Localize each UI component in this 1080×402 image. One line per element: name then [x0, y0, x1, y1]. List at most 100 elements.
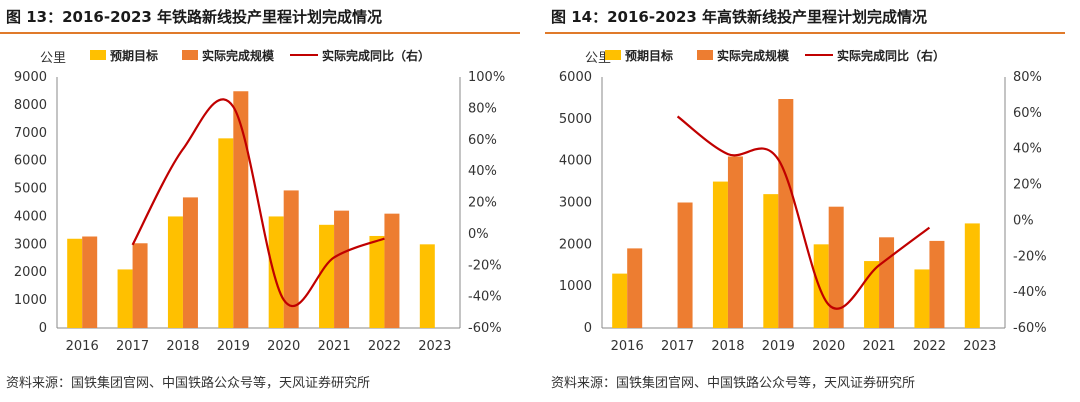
y2-tick-label: -40%	[1013, 285, 1047, 300]
x-tick-label: 2021	[318, 339, 351, 354]
y-tick-label: 4000	[559, 154, 592, 169]
bar-target	[218, 138, 234, 328]
x-tick-label: 2016	[611, 339, 644, 354]
bar-actual	[828, 206, 844, 328]
x-tick-label: 2023	[418, 339, 451, 354]
y-tick-label: 3000	[559, 196, 592, 211]
bar-target	[268, 216, 284, 328]
y2-tick-label: 100%	[468, 70, 505, 85]
bar-target	[763, 194, 779, 328]
bar-target	[369, 235, 385, 328]
y2-tick-label: 0%	[1013, 213, 1034, 228]
legend-label-actual: 实际完成规模	[717, 48, 790, 63]
bar-actual	[334, 210, 350, 328]
bar-actual	[727, 156, 743, 328]
y2-tick-label: -20%	[468, 258, 502, 273]
legend-label-ratio: 实际完成同比（右）	[837, 48, 945, 63]
y-tick-label: 2000	[14, 265, 47, 280]
y-tick-label: 0	[39, 321, 47, 336]
y-tick-label: 2000	[559, 237, 592, 252]
x-tick-label: 2019	[762, 339, 795, 354]
x-tick-label: 2017	[661, 339, 694, 354]
y-tick-label: 6000	[559, 70, 592, 85]
bar-actual	[384, 213, 400, 328]
bar-actual	[627, 248, 643, 328]
bar-target	[67, 238, 83, 328]
source-note: 资料来源：国铁集团官网、中国铁路公众号等，天风证券研究所	[6, 376, 371, 391]
y2-tick-label: 0%	[468, 227, 489, 242]
y2-tick-label: 40%	[468, 164, 497, 179]
bar-target	[864, 261, 880, 328]
high-speed-rail-chart: 公里 预期目标 实际完成规模 实际完成同比（右） 0 1000 2000 3000 4000 50…	[559, 48, 1047, 354]
y2-tick-label: -60%	[468, 321, 502, 336]
x-tick-label: 2022	[368, 339, 401, 354]
y2-tick-label: 20%	[1013, 178, 1042, 193]
y-tick-label: 5000	[14, 182, 47, 197]
bar-actual	[182, 197, 198, 328]
y2-tick-label: 80%	[468, 101, 497, 116]
x-tick-label: 2020	[812, 339, 845, 354]
y2-tick-label: -40%	[468, 290, 502, 305]
bar-actual	[82, 236, 98, 328]
chart-panel-high-speed-rail: 图 14：2016-2023 年高铁新线投产里程计划完成情况 公里 预期目标 实际完…	[545, 0, 1075, 402]
title-rule	[545, 32, 1065, 34]
bar-target	[964, 223, 980, 328]
bar-actual	[677, 202, 693, 328]
bar-actual	[283, 190, 299, 328]
figure-title: 图 13：2016-2023 年铁路新线投产里程计划完成情况	[6, 8, 383, 26]
y-tick-label: 0	[584, 321, 592, 336]
y2-tick-label: 60%	[468, 133, 497, 148]
bar-target	[419, 244, 435, 328]
figure-title: 图 14：2016-2023 年高铁新线投产里程计划完成情况	[551, 8, 928, 26]
y2-tick-label: -20%	[1013, 249, 1047, 264]
source-note: 资料来源：国铁集团官网、中国铁路公众号等，天风证券研究所	[551, 376, 916, 391]
legend-label-target: 预期目标	[625, 48, 673, 63]
x-tick-label: 2018	[711, 339, 744, 354]
bar-actual	[879, 237, 895, 328]
legend-label-target: 预期目标	[110, 48, 158, 63]
x-tick-label: 2017	[116, 339, 149, 354]
y-tick-label: 1000	[559, 279, 592, 294]
x-tick-label: 2021	[863, 339, 896, 354]
x-tick-label: 2019	[217, 339, 250, 354]
bar-target	[712, 181, 728, 328]
chart-panel-railway: 图 13：2016-2023 年铁路新线投产里程计划完成情况 公里 预期目标 实际完…	[0, 0, 530, 402]
y-tick-label: 1000	[14, 293, 47, 308]
bar-actual	[132, 243, 148, 328]
legend-label-actual: 实际完成规模	[202, 48, 275, 63]
legend-swatch-actual	[182, 50, 198, 60]
legend-swatch-target	[605, 50, 621, 60]
legend-swatch-target	[90, 50, 106, 60]
y-axis-unit: 公里	[40, 51, 66, 66]
x-tick-label: 2018	[166, 339, 199, 354]
ratio-line	[131, 98, 385, 308]
y2-tick-label: -60%	[1013, 321, 1047, 336]
bar-target	[914, 269, 930, 328]
y-tick-label: 9000	[14, 70, 47, 85]
legend-swatch-actual	[697, 50, 713, 60]
y-tick-label: 3000	[14, 237, 47, 252]
y-tick-label: 7000	[14, 126, 47, 141]
y-tick-label: 8000	[14, 98, 47, 113]
bar-target	[813, 244, 829, 328]
bar-actual	[233, 91, 249, 328]
y2-tick-label: 60%	[1013, 106, 1042, 121]
y-tick-label: 5000	[559, 112, 592, 127]
y2-tick-label: 80%	[1013, 70, 1042, 85]
bar-actual	[929, 240, 945, 328]
ratio-line	[676, 115, 931, 310]
x-tick-label: 2023	[963, 339, 996, 354]
title-rule	[0, 32, 520, 34]
y-tick-label: 6000	[14, 154, 47, 169]
bar-target	[319, 224, 335, 328]
y-axis-unit: 公里	[585, 51, 611, 66]
x-tick-label: 2016	[66, 339, 99, 354]
railway-chart: 公里 预期目标 实际完成规模 实际完成同比（右） 0 1000 2000 3000 4000 50…	[14, 48, 505, 354]
x-tick-label: 2022	[913, 339, 946, 354]
legend-label-ratio: 实际完成同比（右）	[322, 48, 430, 63]
y2-tick-label: 40%	[1013, 142, 1042, 157]
bar-target	[117, 269, 133, 328]
x-tick-label: 2020	[267, 339, 300, 354]
bar-target	[612, 273, 628, 328]
y-tick-label: 4000	[14, 209, 47, 224]
